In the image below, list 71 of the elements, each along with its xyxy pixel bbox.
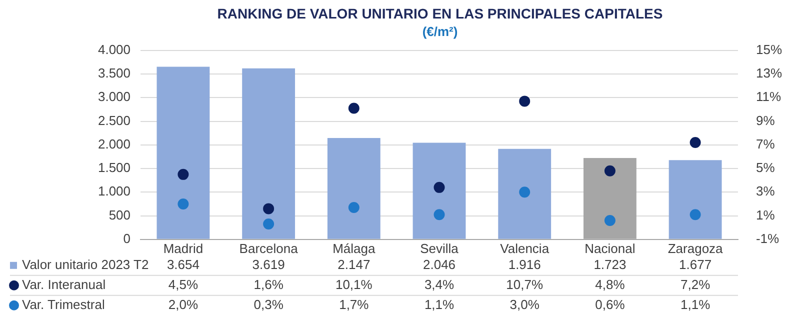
point [434, 209, 445, 220]
data-label: 1,1% [680, 296, 711, 312]
point [178, 168, 189, 180]
data-label: 1.723 [594, 256, 626, 272]
data-label: 3.619 [252, 256, 285, 272]
bar [668, 160, 722, 239]
point [434, 182, 445, 193]
point [348, 202, 360, 214]
point [178, 198, 189, 210]
point [604, 165, 616, 176]
point [690, 137, 701, 148]
point [690, 209, 701, 220]
x-tick-label: Valencia [500, 240, 550, 256]
data-label: 7,2% [680, 276, 711, 292]
data-label: 1,1% [424, 296, 455, 312]
legend-label: Var. Trimestral [22, 296, 105, 312]
data-label: 1,7% [339, 296, 370, 312]
point [263, 203, 274, 214]
data-label: 3,4% [424, 276, 455, 292]
y-tick-label: 4.000 [98, 42, 131, 57]
data-label: 0,6% [595, 296, 626, 312]
y2-tick-label: 3% [756, 184, 776, 199]
data-label: 4,5% [168, 276, 198, 292]
x-tick-label: Málaga [332, 240, 376, 256]
point [519, 96, 530, 107]
y2-tick-label: 1% [756, 207, 776, 222]
point [263, 218, 274, 230]
chart-title: RANKING DE VALOR UNITARIO EN LAS PRINCIPALES CAPITALES [217, 5, 663, 22]
point [348, 102, 360, 114]
x-tick-label: Sevilla [420, 240, 460, 256]
x-tick-label: Barcelona [239, 240, 299, 256]
chart-subtitle: (€/m²) [422, 24, 458, 40]
data-label: 10,1% [335, 276, 373, 292]
data-label: 2,0% [168, 296, 198, 312]
data-label: 2.147 [338, 256, 370, 272]
data-label: 1.677 [679, 256, 712, 272]
y-tick-label: 0 [123, 230, 131, 246]
data-label: 1.916 [508, 256, 541, 272]
bar [498, 148, 552, 239]
y2-tick-label: 5% [756, 160, 776, 176]
y2-tick-label: 15% [756, 42, 782, 57]
data-label: 0,3% [254, 296, 284, 312]
legend-label: Valor unitario 2023 T2 [22, 256, 149, 272]
data-label: 2.046 [422, 256, 456, 272]
point [604, 215, 616, 226]
bar [242, 68, 296, 239]
bar [156, 66, 210, 239]
y-tick-label: 1.000 [98, 184, 131, 199]
x-tick-label: Zaragoza [668, 240, 724, 256]
data-label: 3,0% [510, 296, 540, 312]
y2-tick-label: 9% [756, 112, 776, 128]
y-tick-label: 2.000 [98, 136, 131, 152]
data-label: 3.654 [166, 256, 200, 272]
y2-tick-label: 11% [756, 89, 782, 104]
data-label: 1,6% [254, 276, 284, 292]
point [519, 186, 530, 198]
data-label: 10,7% [506, 276, 544, 292]
y2-tick-label: 13% [756, 66, 782, 81]
y-tick-label: 3.500 [98, 66, 131, 81]
bar [412, 142, 466, 239]
bar [327, 138, 380, 239]
data-label: 4,8% [595, 276, 626, 292]
x-tick-label: Madrid [163, 240, 204, 256]
y2-tick-label: 7% [756, 136, 776, 152]
y-tick-label: 3.000 [98, 89, 131, 104]
legend-label: Var. Interanual [22, 276, 106, 292]
y2-tick-label: -1% [756, 230, 780, 246]
x-tick-label: Nacional [584, 240, 636, 256]
y-tick-label: 500 [108, 207, 131, 222]
y-tick-label: 1.500 [98, 160, 131, 176]
y-tick-label: 2.500 [98, 112, 131, 128]
